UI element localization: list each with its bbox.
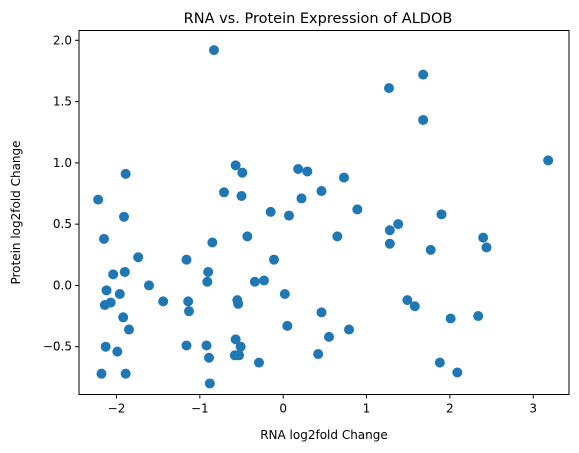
plot-frame	[78, 30, 570, 395]
data-point	[418, 69, 429, 80]
data-point	[302, 166, 313, 177]
data-point	[101, 285, 112, 296]
x-axis-ticks: −2 −1 0 1 2 3	[108, 394, 537, 416]
data-point	[108, 269, 119, 280]
data-point	[269, 254, 279, 265]
data-point	[316, 307, 327, 318]
data-point	[284, 210, 294, 221]
data-point	[339, 172, 349, 183]
data-point	[265, 206, 276, 217]
data-point	[235, 341, 246, 352]
data-point	[100, 341, 111, 352]
data-point	[204, 352, 214, 363]
y-tick-label: 1.5	[53, 95, 72, 109]
data-point	[105, 297, 116, 308]
data-point	[207, 237, 218, 248]
data-point	[473, 311, 484, 322]
data-point	[93, 194, 104, 205]
data-point	[409, 301, 420, 312]
data-point	[99, 233, 109, 244]
data-point	[445, 313, 456, 324]
data-point	[425, 244, 436, 255]
x-tick-label: 3	[529, 402, 537, 416]
y-axis-ticks: −0.5 0.0 0.5 1.0 1.5 2.0	[43, 33, 79, 354]
data-point	[324, 331, 334, 342]
plot-area	[79, 30, 569, 395]
y-axis-label: Protein log2fold Change	[9, 140, 23, 284]
data-point	[436, 209, 447, 220]
data-point	[120, 168, 131, 179]
data-point	[242, 231, 253, 242]
data-point	[119, 266, 130, 277]
data-point	[144, 280, 154, 291]
data-point	[543, 155, 554, 166]
data-point	[112, 346, 123, 357]
data-point	[402, 295, 413, 306]
data-point	[344, 324, 354, 335]
data-point	[233, 298, 244, 309]
data-point	[282, 320, 293, 331]
data-point	[181, 254, 192, 265]
data-point	[230, 334, 241, 345]
y-tick-label: 2.0	[53, 33, 72, 47]
data-point	[316, 186, 327, 197]
y-tick-label: −0.5	[43, 340, 72, 354]
data-point	[184, 306, 194, 317]
data-point	[124, 324, 134, 335]
data-point	[133, 252, 144, 263]
y-tick-label: 0.5	[53, 217, 72, 231]
data-point	[236, 190, 247, 201]
data-point	[96, 368, 107, 379]
data-point	[249, 276, 260, 287]
x-tick-label: −2	[108, 402, 126, 416]
data-point	[434, 357, 445, 368]
x-tick-label: 1	[363, 402, 371, 416]
x-axis-label: RNA log2fold Change	[260, 428, 388, 442]
data-point	[204, 378, 215, 389]
y-tick-label: 1.0	[53, 156, 72, 170]
data-point	[393, 219, 404, 230]
data-point	[384, 83, 394, 94]
data-point	[158, 296, 169, 307]
data-point	[201, 340, 212, 351]
data-point	[254, 357, 264, 368]
data-point	[313, 349, 324, 360]
data-point	[259, 275, 269, 286]
data-point	[120, 368, 131, 379]
data-point	[181, 340, 192, 351]
data-point	[279, 289, 290, 300]
data-point	[384, 225, 395, 236]
data-point	[293, 163, 304, 174]
data-point	[452, 367, 463, 378]
chart-title: RNA vs. Protein Expression of ALDOB	[184, 11, 453, 27]
data-point	[114, 289, 125, 300]
data-points	[93, 45, 554, 389]
x-tick-label: −1	[191, 402, 209, 416]
x-tick-label: 2	[446, 402, 454, 416]
data-point	[332, 231, 343, 242]
data-point	[203, 266, 214, 277]
data-point	[481, 242, 492, 253]
data-point	[234, 350, 244, 361]
data-point	[202, 276, 213, 287]
x-tick-label: 0	[279, 402, 287, 416]
data-point	[478, 232, 489, 243]
data-point	[119, 211, 129, 222]
y-tick-label: 0.0	[53, 278, 72, 292]
data-point	[296, 193, 307, 204]
data-point	[352, 204, 363, 215]
data-point	[118, 312, 129, 323]
data-point	[209, 45, 219, 56]
data-point	[237, 167, 248, 178]
data-point	[183, 296, 194, 307]
data-point	[219, 187, 229, 198]
data-point	[384, 238, 395, 249]
data-point	[418, 114, 429, 125]
data-point	[230, 160, 241, 171]
